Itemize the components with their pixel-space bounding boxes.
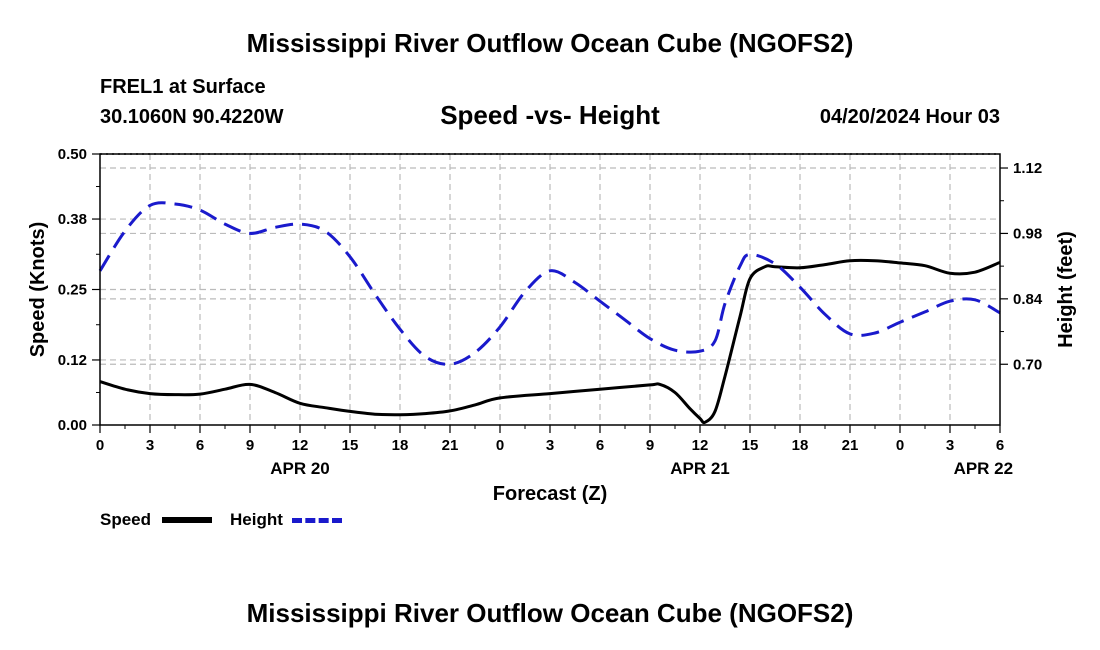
x-tick-label: 6 — [196, 437, 204, 454]
legend-height-swatch — [292, 518, 342, 523]
y2-tick-label: 0.70 — [1013, 356, 1042, 373]
chart-title: Mississippi River Outflow Ocean Cube (NG… — [246, 28, 854, 58]
x-tick-label: 21 — [842, 437, 859, 454]
forecast-datetime: 04/20/2024 Hour 03 — [819, 106, 1000, 128]
x-tick-label: 21 — [442, 437, 459, 454]
coordinates-label: 30.1060N 90.4220W — [100, 106, 284, 128]
axes: 0 3 6 9 12 15 18 21 0 3 6 9 12 15 18 21 0 3 6 APR 20 APR 21 A… — [58, 146, 1043, 478]
x-tick-label: 0 — [496, 437, 504, 454]
footer-title: Mississippi River Outflow Ocean Cube (NG… — [246, 598, 854, 628]
date-label: APR 20 — [270, 459, 330, 478]
y2-tick-label: 0.98 — [1013, 225, 1042, 242]
legend-height-label: Height — [230, 510, 283, 529]
y2-tick-label: 1.12 — [1013, 160, 1042, 177]
x-tick-label: 6 — [596, 437, 604, 454]
legend-speed-label: Speed — [100, 510, 152, 529]
x-tick-label: 6 — [996, 437, 1004, 454]
y-tick-label: 0.50 — [58, 146, 87, 163]
x-tick-label: 3 — [146, 437, 154, 454]
x-tick-label: 3 — [946, 437, 954, 454]
x-tick-label: 12 — [692, 437, 709, 454]
y2-tick-label: 0.84 — [1013, 291, 1043, 308]
chart-subtitle: Speed -vs- Height — [440, 100, 660, 130]
y2-axis-label: Height (feet) — [1055, 231, 1077, 348]
y-tick-label: 0.00 — [58, 417, 87, 434]
date-label: APR 21 — [670, 459, 730, 478]
station-label: FREL1 at Surface — [100, 76, 266, 98]
series-line-height — [98, 201, 1001, 366]
x-tick-label: 15 — [742, 437, 759, 454]
x-tick-label: 0 — [96, 437, 104, 454]
x-tick-label: 0 — [896, 437, 904, 454]
y-tick-label: 0.12 — [58, 352, 87, 369]
x-tick-label: 12 — [292, 437, 309, 454]
series-layer — [98, 201, 1001, 425]
y-axis-label: Speed (Knots) — [27, 222, 49, 358]
date-label: APR 22 — [954, 459, 1014, 478]
x-tick-label: 15 — [342, 437, 359, 454]
x-tick-label: 18 — [792, 437, 809, 454]
y-tick-label: 0.25 — [58, 282, 87, 299]
grid — [100, 154, 1000, 425]
x-tick-label: 9 — [246, 437, 254, 454]
x-tick-label: 18 — [392, 437, 409, 454]
x-tick-label: 3 — [546, 437, 554, 454]
y-tick-label: 0.38 — [58, 211, 87, 228]
legend-speed-swatch — [162, 517, 212, 523]
x-tick-label: 9 — [646, 437, 654, 454]
x-axis-label: Forecast (Z) — [493, 483, 607, 505]
series-line-speed — [99, 258, 1001, 425]
